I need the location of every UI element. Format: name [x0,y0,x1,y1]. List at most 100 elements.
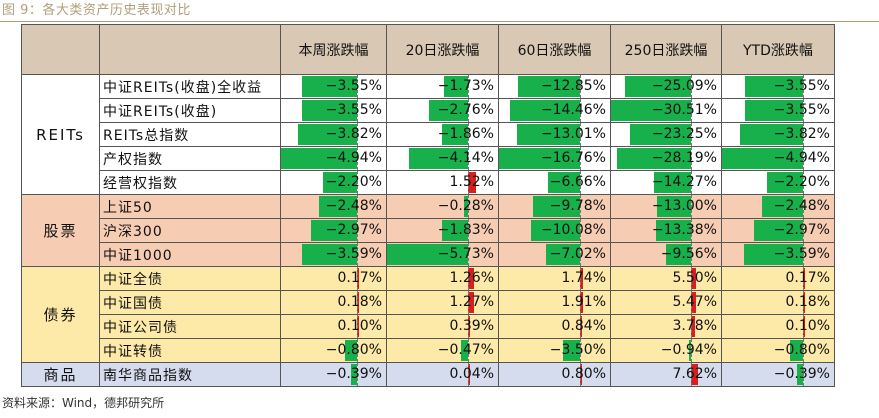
zero-axis-line [580,99,581,122]
zero-axis-line [468,147,469,170]
index-name: REITs总指数 [99,122,281,147]
header-col-20d: 20日涨跌幅 [386,24,499,75]
zero-axis-line [357,363,358,386]
header-row: 本周涨跌幅 20日涨跌幅 60日涨跌幅 250日涨跌幅 YTD涨跌幅 [21,24,835,75]
zero-axis-line [803,75,804,98]
negative-bar [429,100,468,121]
zero-axis-line [468,291,469,314]
header-col-60d: 60日涨跌幅 [498,24,611,75]
value-label: 0.84% [561,318,606,334]
negative-bar [617,148,691,169]
value-cell-inner: −0.47% [388,339,498,362]
zero-axis-line [580,195,581,218]
zero-axis-line [803,147,804,170]
value-label: −9.78% [549,198,606,214]
positive-bar [357,316,359,337]
zero-axis-line [357,171,358,194]
value-label: 1.26% [449,270,494,286]
value-cell: −4.14% [386,146,499,171]
value-cell-inner: −0.28% [388,195,498,218]
zero-axis-line [580,75,581,98]
zero-axis-line [691,147,692,170]
value-label: −4.94% [773,150,830,166]
value-label: −13.00% [651,198,717,214]
value-cell-inner: −0.80% [723,339,834,362]
zero-axis-line [357,267,358,290]
value-label: −28.19% [651,150,717,166]
negative-bar [563,340,580,361]
value-cell-inner: 0.39% [388,315,498,338]
table-row: 商品 南华商品指数 −0.39% 0.04% 0.80% 7.62% −0.39% [21,362,835,387]
negative-bar [351,364,357,385]
value-cell-inner: −0.39% [723,363,834,386]
zero-axis-line [468,195,469,218]
value-label: 0.39% [449,318,494,334]
value-cell: −2.48% [280,194,387,219]
value-cell-inner: −3.50% [500,339,610,362]
negative-bar [754,220,803,241]
header-col-week: 本周涨跌幅 [280,24,387,75]
value-cell: −13.38% [610,218,722,243]
group-label: REITs [21,74,100,195]
negative-bar [548,172,580,193]
value-cell: −3.55% [721,74,835,99]
positive-bar [803,316,805,337]
negative-bar [656,220,691,241]
value-label: −3.55% [325,102,382,118]
value-label: −2.20% [773,174,830,190]
negative-bar [302,244,357,265]
table-row: 产权指数 −4.94% −4.14% −16.76% −28.19% −4.94% [22,146,835,171]
zero-axis-line [468,363,469,386]
positive-bar [691,316,695,337]
value-label: −2.97% [773,222,830,238]
value-cell-inner: 0.18% [282,291,386,314]
value-label: −25.09% [651,78,717,94]
value-label: −14.46% [540,102,606,118]
value-cell-inner: −4.14% [388,147,498,170]
value-label: −1.73% [437,78,494,94]
value-label: 3.78% [672,318,717,334]
value-cell: −12.85% [498,74,611,99]
value-cell-inner: −3.55% [282,99,386,122]
value-cell-inner: −5.73% [387,243,498,266]
value-cell-inner: 0.17% [282,267,386,290]
zero-axis-line [691,291,692,314]
negative-bar [345,340,357,361]
value-label: −10.08% [540,222,606,238]
value-cell-inner: −13.00% [612,195,721,218]
value-label: −5.73% [437,246,494,262]
value-cell-inner: −0.80% [282,339,386,362]
zero-axis-line [468,267,469,290]
value-cell: −3.82% [280,122,387,147]
value-cell: −10.08% [498,218,611,243]
value-cell-inner: −30.51% [611,99,721,122]
zero-axis-line [803,243,804,266]
value-cell-inner: −2.48% [282,195,386,218]
value-cell-inner: −14.27% [612,171,721,194]
negative-bar [319,196,357,217]
value-cell-inner: −25.09% [612,75,721,98]
negative-bar [630,124,691,145]
positive-bar [580,316,582,337]
value-label: 0.04% [449,366,494,382]
positive-bar [468,268,474,289]
value-cell: −1.73% [386,74,499,99]
value-cell-inner: −28.19% [612,147,721,170]
zero-axis-line [691,75,692,98]
value-label: −2.48% [325,198,382,214]
value-cell-inner: −3.55% [723,75,834,98]
negative-bar [409,148,468,169]
table-row: REITs 中证REITs(收盘)全收益 −3.55% −1.73% −12.85% −2… [21,74,835,195]
value-cell: −0.80% [721,338,835,363]
zero-axis-line [691,243,692,266]
value-cell: −4.94% [721,146,835,171]
value-cell: −16.76% [498,146,611,171]
value-cell: −1.83% [386,218,499,243]
zero-axis-line [580,243,581,266]
value-label: −4.94% [325,150,382,166]
negative-bar [790,340,803,361]
negative-bar [510,100,580,121]
value-cell: 5.50% [610,266,722,291]
value-label: −2.48% [773,198,830,214]
value-cell: −6.66% [498,170,611,195]
